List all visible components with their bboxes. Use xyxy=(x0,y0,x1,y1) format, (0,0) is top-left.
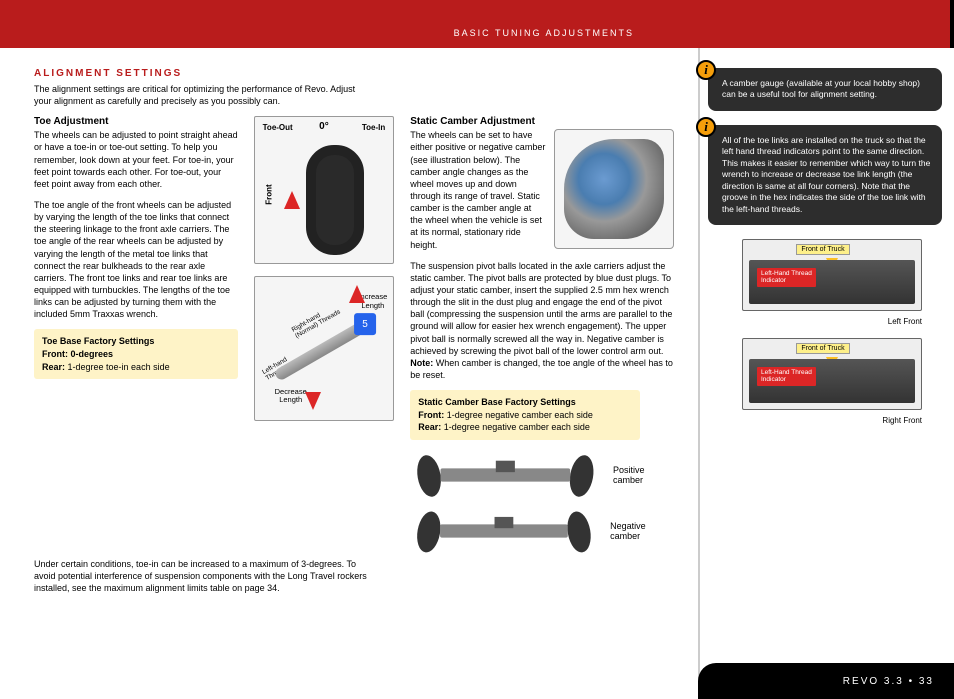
wrench-graphic xyxy=(273,316,374,381)
tip-text-1: A camber gauge (available at your local … xyxy=(722,78,920,99)
left-front-caption: Left Front xyxy=(742,317,922,326)
arrow-icon xyxy=(349,285,365,303)
tip-box-1: i A camber gauge (available at your loca… xyxy=(708,68,942,111)
positive-camber-row: Positive camber xyxy=(410,450,674,500)
toe-factory-title: Toe Base Factory Settings xyxy=(42,335,230,348)
wrench-diagram: IncreaseLength DecreaseLength Right-hand… xyxy=(254,276,395,421)
static-camber-heading: Static Camber Adjustment xyxy=(410,116,674,127)
column-a: Toe Adjustment The wheels can be adjuste… xyxy=(34,116,238,562)
suspension-graphic xyxy=(564,139,664,239)
positive-camber-label: Positive camber xyxy=(613,465,674,485)
tire-graphic xyxy=(306,145,364,255)
left-front-diagram: Front of Truck Left-Hand ThreadIndicator xyxy=(742,239,922,311)
negative-camber-label: Negative camber xyxy=(610,521,674,541)
thread-indicator-label: Left-Hand ThreadIndicator xyxy=(757,268,816,286)
camber-factory-settings-box: Static Camber Base Factory Settings Fron… xyxy=(410,390,640,440)
toe-in-label: Toe-In xyxy=(362,123,385,132)
camber-factory-title: Static Camber Base Factory Settings xyxy=(418,396,632,409)
right-front-caption: Right Front xyxy=(742,416,922,425)
right-hand-threads-label: Right-hand(Normal) Threads xyxy=(291,303,342,340)
toe-factory-settings-box: Toe Base Factory Settings Front: 0-degre… xyxy=(34,329,238,379)
camber-factory-front: Front: 1-degree negative camber each sid… xyxy=(418,409,632,422)
front-of-truck-label: Front of Truck xyxy=(796,343,849,354)
right-front-diagram: Front of Truck Left-Hand ThreadIndicator xyxy=(742,338,922,410)
toe-factory-rear: Rear: 1-degree toe-in each side xyxy=(42,361,230,374)
toe-diagram: 0° Toe-Out Toe-In Front xyxy=(254,116,395,264)
header-text: BASIC TUNING ADJUSTMENTS xyxy=(454,28,634,38)
toe-factory-front: Front: 0-degrees xyxy=(42,348,230,361)
toe-out-label: Toe-Out xyxy=(263,123,293,132)
negative-camber-diagram xyxy=(410,506,598,556)
info-icon: i xyxy=(696,117,716,137)
intro-paragraph: The alignment settings are critical for … xyxy=(34,83,364,107)
positive-camber-diagram xyxy=(410,450,601,500)
info-icon: i xyxy=(696,60,716,80)
page-content: ALIGNMENT SETTINGS The alignment setting… xyxy=(0,48,954,699)
toe-adjustment-heading: Toe Adjustment xyxy=(34,116,238,127)
suspension-illustration xyxy=(554,129,674,249)
toe-paragraph-3: Under certain conditions, toe-in can be … xyxy=(34,558,374,594)
arrow-icon xyxy=(284,191,300,209)
column-c: Static Camber Adjustment The wheels can … xyxy=(410,116,674,562)
front-label: Front xyxy=(264,185,273,205)
camber-paragraph-2: The suspension pivot balls located in th… xyxy=(410,260,674,381)
tip-box-2: i All of the toe links are installed on … xyxy=(708,125,942,225)
decrease-length-label: DecreaseLength xyxy=(275,388,307,405)
tip-text-2: All of the toe links are installed on th… xyxy=(722,135,930,214)
toe-paragraph-2: The toe angle of the front wheels can be… xyxy=(34,199,238,320)
negative-camber-row: Negative camber xyxy=(410,506,674,556)
thread-indicator-label: Left-Hand ThreadIndicator xyxy=(757,367,816,385)
footer-bar: REVO 3.3 • 33 xyxy=(698,663,954,699)
main-column: ALIGNMENT SETTINGS The alignment setting… xyxy=(0,48,698,699)
page-number: REVO 3.3 • 33 xyxy=(843,676,934,687)
arrow-icon xyxy=(305,392,321,410)
column-b: 0° Toe-Out Toe-In Front IncreaseLength D… xyxy=(254,116,395,562)
sidebar: i A camber gauge (available at your loca… xyxy=(698,48,954,699)
section-title-alignment: ALIGNMENT SETTINGS xyxy=(34,68,244,79)
toe-paragraph-1: The wheels can be adjusted to point stra… xyxy=(34,129,238,190)
header-bar: BASIC TUNING ADJUSTMENTS xyxy=(0,0,954,48)
camber-factory-rear: Rear: 1-degree negative camber each side xyxy=(418,421,632,434)
column-a: ALIGNMENT SETTINGS xyxy=(34,68,244,83)
front-of-truck-label: Front of Truck xyxy=(796,244,849,255)
